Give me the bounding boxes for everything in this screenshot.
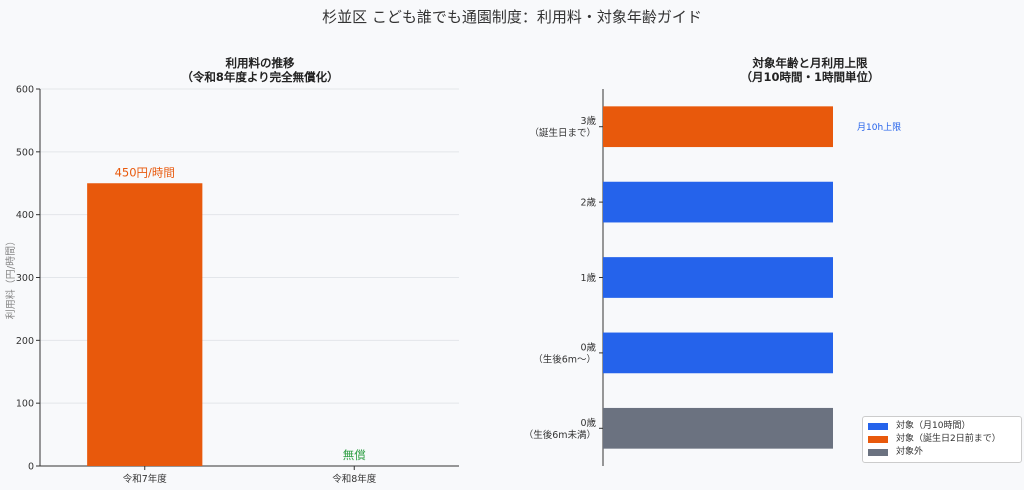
fee-bar bbox=[87, 183, 203, 466]
age-category-label: （生後6m〜） bbox=[533, 353, 596, 365]
legend-swatch-ineligible bbox=[868, 449, 888, 456]
age-category-label: 1歳 bbox=[580, 272, 596, 284]
y-tick-label: 300 bbox=[16, 273, 34, 284]
age-category-label: 0歳 bbox=[580, 417, 596, 429]
y-tick-label: 600 bbox=[16, 85, 34, 96]
page-title: 杉並区 こども誰でも通園制度：利用料・対象年齢ガイド bbox=[322, 8, 702, 26]
x-tick-label: 令和7年度 bbox=[123, 473, 168, 485]
legend-label-eligible: 対象（月10時間） bbox=[896, 421, 971, 431]
age-bar bbox=[603, 106, 833, 148]
legend-item-until-birthday: 対象（誕生日2日前まで） bbox=[868, 433, 1016, 446]
legend-swatch-until-birthday bbox=[868, 436, 888, 443]
age-bar bbox=[603, 332, 833, 374]
age-bar bbox=[603, 407, 833, 449]
age-category-label: 2歳 bbox=[580, 197, 596, 209]
y-tick-label: 500 bbox=[16, 147, 34, 158]
y-axis-label: 利用料（円/時間） bbox=[4, 236, 17, 319]
age-chart-legend: 対象（月10時間） 対象（誕生日2日前まで） 対象外 bbox=[862, 416, 1022, 463]
fee-data-label: 無償 bbox=[343, 448, 366, 462]
fee-chart-title-line1: 利用料の推移 bbox=[225, 56, 295, 70]
y-tick-label: 200 bbox=[16, 336, 34, 347]
fee-chart-title: 利用料の推移 （令和8年度より完全無償化） bbox=[60, 56, 460, 84]
fee-data-label: 450円/時間 bbox=[115, 165, 175, 179]
age-category-label: （生後6m未満） bbox=[524, 429, 596, 441]
age-category-label: 0歳 bbox=[580, 341, 596, 353]
limit-annotation: 月10h上限 bbox=[857, 122, 901, 133]
legend-swatch-eligible bbox=[868, 423, 888, 430]
legend-label-ineligible: 対象外 bbox=[896, 447, 924, 457]
y-tick-label: 0 bbox=[28, 462, 34, 473]
age-chart-title: 対象年齢と月利用上限 （月10時間・1時間単位） bbox=[600, 56, 1020, 84]
age-category-label: （誕生日まで） bbox=[529, 127, 596, 139]
y-tick-label: 100 bbox=[16, 399, 34, 410]
y-tick-label: 400 bbox=[16, 210, 34, 221]
fee-chart-title-line2: （令和8年度より完全無償化） bbox=[181, 70, 339, 84]
age-chart-title-line2: （月10時間・1時間単位） bbox=[740, 70, 880, 84]
age-bar bbox=[603, 257, 833, 298]
legend-label-until-birthday: 対象（誕生日2日前まで） bbox=[896, 434, 1001, 444]
x-tick-label: 令和8年度 bbox=[332, 473, 377, 485]
legend-item-eligible: 対象（月10時間） bbox=[868, 420, 1016, 433]
age-bar bbox=[603, 181, 833, 223]
age-category-label: 3歳 bbox=[580, 115, 596, 127]
legend-item-ineligible: 対象外 bbox=[868, 446, 1016, 459]
age-chart-title-line1: 対象年齢と月利用上限 bbox=[752, 56, 868, 70]
